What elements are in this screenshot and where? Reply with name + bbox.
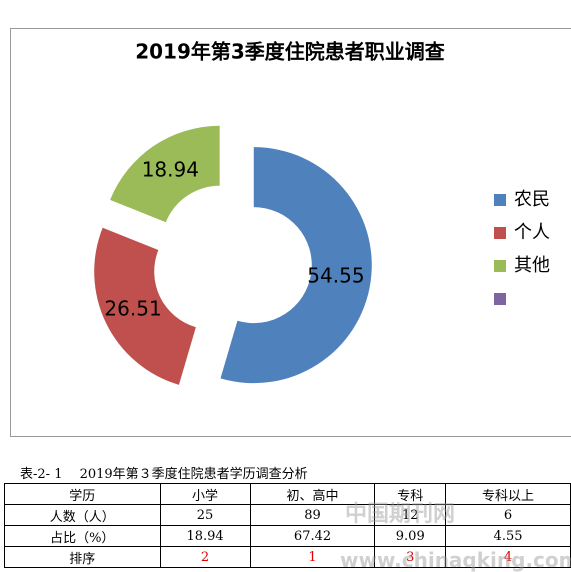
table-cell: 67.42: [250, 526, 375, 547]
table-cell: 4.55: [446, 526, 571, 547]
chart-title: 2019年第3季度住院患者职业调查: [135, 40, 445, 64]
table-cell: 学历: [5, 484, 161, 505]
table-cell: 小学: [160, 484, 250, 505]
table-cell: 25: [160, 505, 250, 526]
watermark: 中国期刊网: [345, 496, 455, 528]
table-cell: 专科以上: [446, 484, 571, 505]
table-cell: 人数（人）: [5, 505, 161, 526]
legend-label: 其他: [514, 255, 550, 276]
table-caption: 表-2- 1 2019年第３季度住院患者学历调查分析: [20, 463, 308, 482]
table-cell: 18.94: [160, 526, 250, 547]
legend-swatch: [494, 194, 506, 206]
legend-swatch: [494, 227, 506, 239]
legend-swatch: [494, 260, 506, 272]
table-row: 学历小学初、高中专科专科以上: [5, 484, 571, 505]
table-cell: 2: [160, 547, 250, 568]
table-cell: 占比（%）: [5, 526, 161, 547]
watermark: www.chinaqking.com: [340, 548, 571, 572]
data-label: 26.51: [104, 297, 161, 321]
legend-label: 个人: [514, 222, 550, 243]
table-cell: 9.09: [375, 526, 446, 547]
legend-swatch: [494, 293, 506, 305]
table-cell: 排序: [5, 547, 161, 568]
data-label: 18.94: [142, 157, 199, 181]
table-cell: 6: [446, 505, 571, 526]
legend-label: 农民: [514, 189, 550, 210]
data-label: 54.55: [307, 263, 364, 287]
